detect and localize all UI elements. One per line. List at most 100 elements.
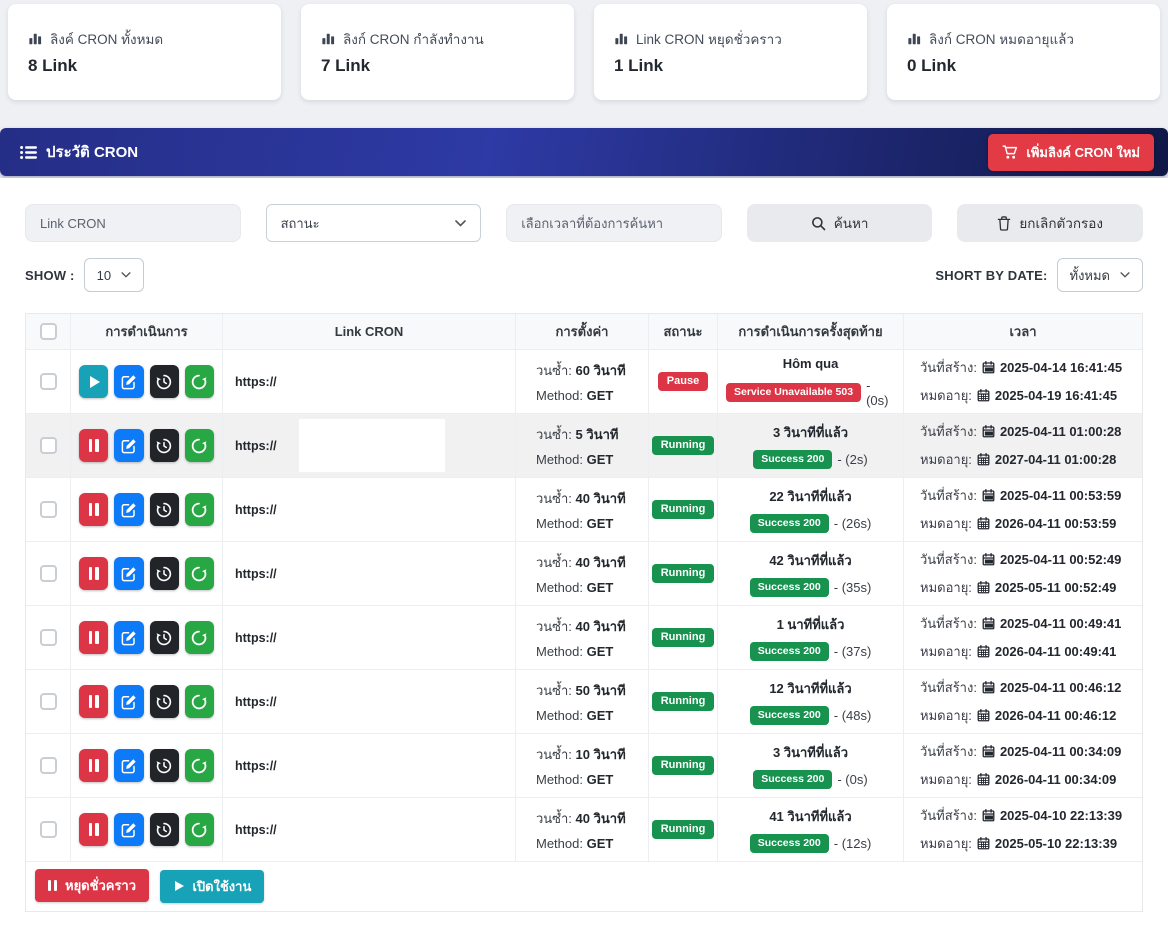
calendar-grid-icon (977, 581, 990, 594)
status-badge: Running (651, 692, 715, 711)
last-run-time: Hôm qua (782, 355, 839, 371)
row-checkbox[interactable] (39, 501, 57, 518)
table-row: https:// วนซ้ำ: 10 วินาที Method: GET Ru… (26, 734, 1142, 798)
row-checkbox[interactable] (39, 437, 57, 454)
result-badge: Success 200 (749, 514, 829, 533)
refresh-icon-button[interactable] (184, 685, 214, 718)
time-search-input[interactable] (506, 204, 722, 242)
last-run-time: 42 วินาทีที่แล้ว (769, 553, 852, 569)
edit-button[interactable] (114, 429, 144, 462)
link-cron-search-input[interactable] (25, 204, 241, 242)
edit-button[interactable] (114, 813, 144, 846)
page-size-select[interactable]: 10 (83, 258, 145, 292)
created-date: 2025-04-11 01:00:28 (999, 424, 1122, 439)
clear-filters-button[interactable]: ยกเลิกตัวกรอง (957, 204, 1143, 242)
row-checkbox[interactable] (39, 757, 57, 774)
result-badge: Success 200 (749, 578, 829, 597)
refresh-icon-button[interactable] (184, 429, 214, 462)
edit-button[interactable] (114, 365, 144, 398)
method-value: GET (586, 580, 614, 595)
history-button[interactable] (149, 493, 179, 526)
play-icon (175, 881, 185, 891)
toggle-run-button[interactable] (79, 621, 109, 654)
toggle-run-button[interactable] (79, 685, 109, 718)
calendar-grid-icon (977, 645, 990, 658)
refresh-icon-button[interactable] (184, 493, 214, 526)
refresh-icon-button[interactable] (184, 557, 214, 590)
refresh-icon-button[interactable] (184, 365, 214, 398)
history-button[interactable] (149, 685, 179, 718)
show-row: SHOW : 10 SHORT BY DATE: ทั้งหมด (25, 258, 1143, 292)
row-checkbox[interactable] (39, 565, 57, 582)
history-button[interactable] (149, 813, 179, 846)
edit-button[interactable] (114, 493, 144, 526)
repeat-value: 5 วินาที (575, 427, 619, 442)
chevron-down-icon (455, 219, 466, 227)
row-checkbox[interactable] (39, 693, 57, 710)
stat-card-expired: ลิงก์ CRON หมดอายุแล้ว 0 Link (887, 4, 1160, 100)
bulk-pause-button[interactable]: หยุดชั่วคราว (35, 869, 150, 902)
stat-cards-row: ลิงค์ CRON ทั้งหมด 8 Link ลิงก์ CRON กำล… (0, 0, 1168, 100)
toggle-run-button[interactable] (79, 813, 109, 846)
status-badge: Running (651, 564, 715, 583)
bar-chart-icon (907, 32, 922, 46)
bar-chart-icon (614, 32, 629, 46)
cron-link[interactable]: https:// (235, 438, 277, 453)
cron-link[interactable]: https:// (235, 630, 277, 645)
toggle-run-button[interactable] (79, 749, 109, 782)
stat-card-title: ลิงก์ CRON กำลังทำงาน (343, 32, 484, 47)
repeat-value: 50 วินาที (575, 683, 626, 698)
arrow-clockwise-icon (191, 694, 207, 710)
cron-link[interactable]: https:// (235, 502, 277, 517)
select-all-checkbox[interactable] (39, 323, 57, 340)
edit-button[interactable] (114, 749, 144, 782)
calendar-grid-icon (977, 773, 990, 786)
toggle-run-button[interactable] (79, 365, 109, 398)
row-checkbox[interactable] (39, 821, 57, 838)
cron-link[interactable]: https:// (235, 758, 277, 773)
refresh-icon-button[interactable] (184, 621, 214, 654)
toggle-run-button[interactable] (79, 429, 109, 462)
row-checkbox[interactable] (39, 373, 57, 390)
stat-card-title: Link CRON หยุดชั่วคราว (636, 32, 782, 47)
add-cron-link-button[interactable]: เพิ่มลิงค์ CRON ใหม่ (988, 133, 1154, 171)
cron-link[interactable]: https:// (235, 694, 277, 709)
toggle-run-button[interactable] (79, 557, 109, 590)
stat-card-title: ลิงค์ CRON ทั้งหมด (50, 32, 164, 47)
status-select[interactable]: สถานะ (265, 204, 482, 242)
arrow-clockwise-icon (191, 374, 207, 390)
refresh-icon-button[interactable] (184, 813, 214, 846)
search-button[interactable]: ค้นหา (746, 204, 933, 242)
row-checkbox[interactable] (39, 629, 57, 646)
history-button[interactable] (149, 365, 179, 398)
history-button[interactable] (149, 749, 179, 782)
cron-link[interactable]: https:// (235, 822, 277, 837)
sort-by-date-select[interactable]: ทั้งหมด (1056, 258, 1143, 292)
clock-history-icon (156, 502, 172, 518)
toggle-run-button[interactable] (79, 493, 109, 526)
history-button[interactable] (149, 557, 179, 590)
result-badge: Success 200 (753, 450, 833, 469)
method-value: GET (586, 772, 614, 787)
list-icon (20, 145, 37, 160)
history-button[interactable] (149, 429, 179, 462)
expire-date: 2025-05-10 22:13:39 (994, 836, 1118, 851)
run-duration: - (26s) (833, 516, 872, 531)
page-title: ประวัติ CRON (46, 144, 139, 161)
edit-button[interactable] (114, 685, 144, 718)
clock-history-icon (156, 758, 172, 774)
method-value: GET (586, 644, 614, 659)
pencil-square-icon (121, 694, 137, 710)
calendar-icon (982, 745, 995, 758)
edit-button[interactable] (114, 557, 144, 590)
pause-icon (88, 823, 99, 836)
cron-link[interactable]: https:// (235, 374, 277, 389)
run-duration: - (37s) (833, 644, 872, 659)
cron-link[interactable]: https:// (235, 566, 277, 581)
refresh-icon-button[interactable] (184, 749, 214, 782)
show-label: SHOW : (25, 267, 75, 283)
panel-header: ประวัติ CRON เพิ่มลิงค์ CRON ใหม่ (0, 128, 1168, 176)
bulk-activate-button[interactable]: เปิดใช้งาน (160, 869, 265, 903)
history-button[interactable] (149, 621, 179, 654)
edit-button[interactable] (114, 621, 144, 654)
